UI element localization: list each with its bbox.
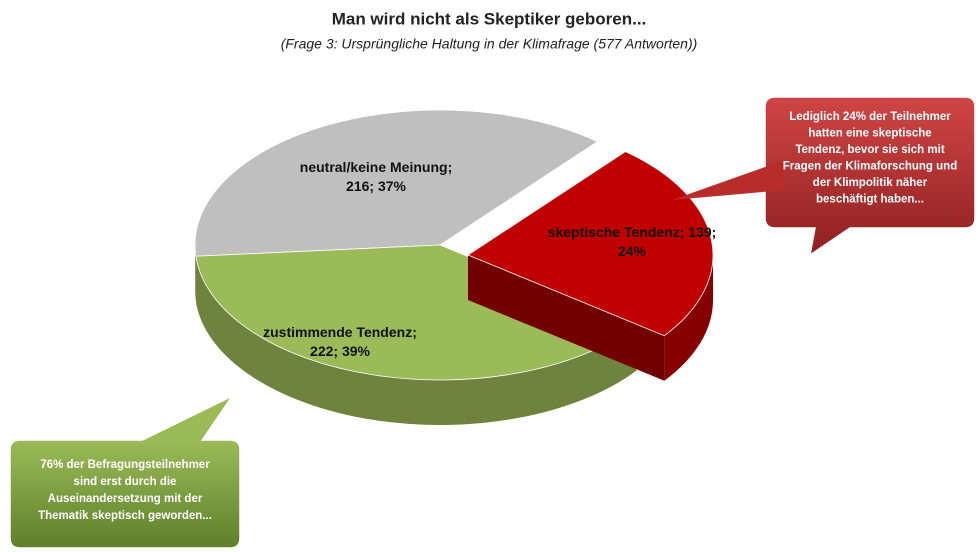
data-label: neutral/keine Meinung;: [300, 159, 452, 175]
data-label: skeptische Tendenz; 139;: [548, 224, 717, 240]
callout-box: [764, 96, 976, 257]
callout-text: beschäftigt haben...: [816, 194, 924, 206]
callout-text: 76% der Befragungsteilnehmer: [40, 459, 210, 471]
chart-subtitle: (Frage 3: Ursprüngliche Haltung in der K…: [281, 36, 698, 52]
data-label: 24%: [618, 243, 647, 259]
slice-side: [195, 245, 196, 302]
slice-side: [195, 256, 637, 425]
callout-text: hatten eine skeptische: [808, 128, 931, 140]
callout-box: [9, 439, 241, 549]
annotations: Lediglich 24% der Teilnehmer hatten eine …: [38, 111, 957, 522]
data-label: 222; 39%: [310, 343, 370, 359]
slice-face: [468, 255, 665, 381]
slice: [195, 244, 638, 381]
data-label: zustimmende Tendenz;: [263, 324, 417, 340]
callout-pointer: [140, 398, 230, 442]
callout-text: der Klimpolitik näher: [813, 177, 928, 189]
pie: skeptische Tendenz; 139; 24% zustimmende T…: [194, 109, 717, 425]
callout-text: Tendenz, bevor sie sich mit: [795, 144, 944, 156]
slice: [194, 109, 599, 257]
callout-text: Thematik skeptisch geworden...: [38, 510, 212, 522]
callout-text: sind erst durch die: [74, 476, 177, 488]
chart-title: Man wird nicht als Skeptiker geboren...: [332, 9, 647, 28]
slice-side: [664, 255, 713, 381]
data-label: 216; 37%: [346, 178, 406, 194]
callout-text: Fragen der Klimaforschung und: [783, 161, 957, 173]
callout-text: Lediglich 24% der Teilnehmer: [789, 111, 951, 123]
callout-text: Auseinandersetzung mit der: [48, 493, 203, 505]
callout-pointer: [672, 160, 785, 200]
slice: [467, 151, 714, 337]
